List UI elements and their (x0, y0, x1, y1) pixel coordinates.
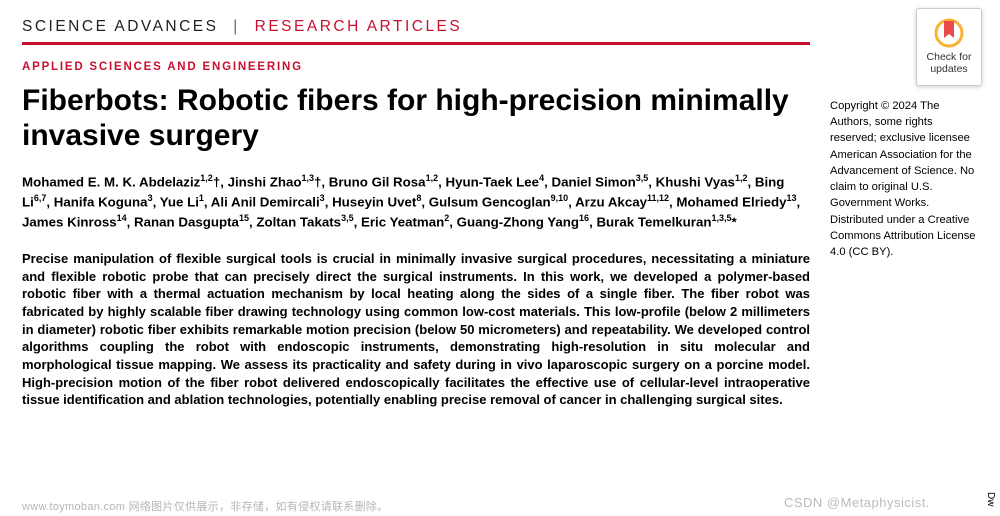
side-cut-text: Dw (985, 492, 996, 506)
check-updates-badge[interactable]: Check for updates (916, 8, 982, 86)
page-container: SCIENCE ADVANCES | RESEARCH ARTICLES APP… (0, 0, 1000, 409)
journal-divider: | (233, 18, 240, 35)
watermark-csdn: CSDN @Metaphysicist. (784, 495, 930, 510)
article-category: APPLIED SCIENCES AND ENGINEERING (22, 61, 810, 73)
crossmark-icon (934, 18, 964, 48)
journal-header: SCIENCE ADVANCES | RESEARCH ARTICLES (22, 18, 810, 45)
badge-line2: updates (930, 64, 967, 76)
journal-section: RESEARCH ARTICLES (255, 18, 463, 35)
author-list: Mohamed E. M. K. Abdelaziz1,2†, Jinshi Z… (22, 172, 810, 232)
abstract-text: Precise manipulation of flexible surgica… (22, 250, 810, 409)
article-title: Fiberbots: Robotic fibers for high-preci… (22, 83, 810, 154)
main-column: SCIENCE ADVANCES | RESEARCH ARTICLES APP… (22, 18, 830, 409)
journal-name: SCIENCE ADVANCES (22, 18, 218, 35)
watermark-source: www.toymoban.com 网络图片仅供展示，非存储，如有侵权请联系删除。 (22, 498, 388, 514)
